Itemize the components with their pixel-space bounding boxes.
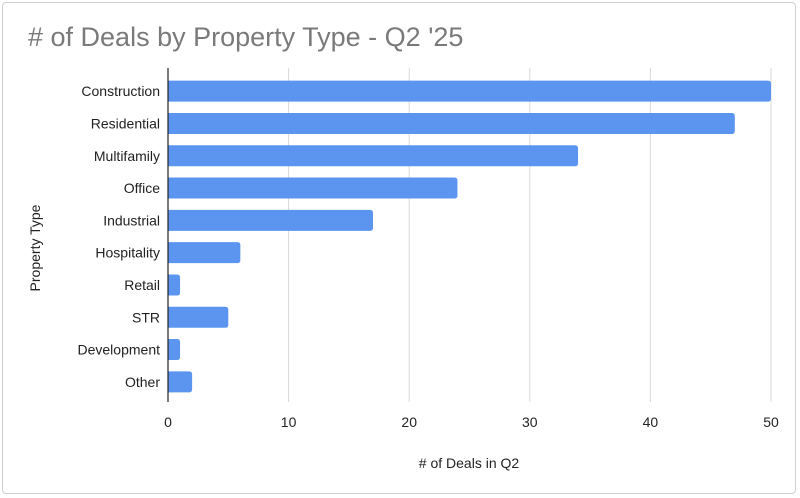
y-tick-label: STR (132, 309, 160, 325)
bars (168, 80, 771, 393)
y-tick-labels: Construction Residential Multifamily Office… (78, 83, 161, 390)
x-tick-label: 40 (643, 414, 659, 430)
bar-hospitality (168, 242, 241, 264)
bar-office (168, 177, 458, 199)
x-tick-label: 10 (281, 414, 297, 430)
y-tick-label: Residential (91, 115, 160, 131)
x-tick-labels: 0 10 20 30 40 50 (164, 414, 779, 430)
x-tick-label: 0 (164, 414, 172, 430)
bar-industrial (168, 209, 374, 231)
bar-other (168, 371, 193, 393)
y-tick-label: Multifamily (94, 148, 160, 164)
y-tick-label: Retail (124, 277, 160, 293)
y-tick-label: Hospitality (95, 245, 160, 261)
chart-title: # of Deals by Property Type - Q2 '25 (28, 22, 464, 52)
x-tick-label: 30 (522, 414, 538, 430)
y-tick-label: Other (125, 374, 160, 390)
x-tick-label: 50 (763, 414, 779, 430)
x-tick-label: 20 (401, 414, 417, 430)
y-tick-label: Industrial (103, 212, 160, 228)
y-axis-label: Property Type (27, 204, 43, 291)
y-tick-label: Office (124, 180, 161, 196)
y-tick-label: Development (78, 342, 161, 358)
y-tick-label: Construction (81, 83, 160, 99)
bar-development (168, 339, 181, 361)
bar-residential (168, 112, 735, 134)
bar-str (168, 306, 229, 328)
x-axis-label: # of Deals in Q2 (419, 455, 520, 471)
bar-retail (168, 274, 181, 296)
bar-multifamily (168, 145, 579, 167)
bar-construction (168, 80, 771, 102)
